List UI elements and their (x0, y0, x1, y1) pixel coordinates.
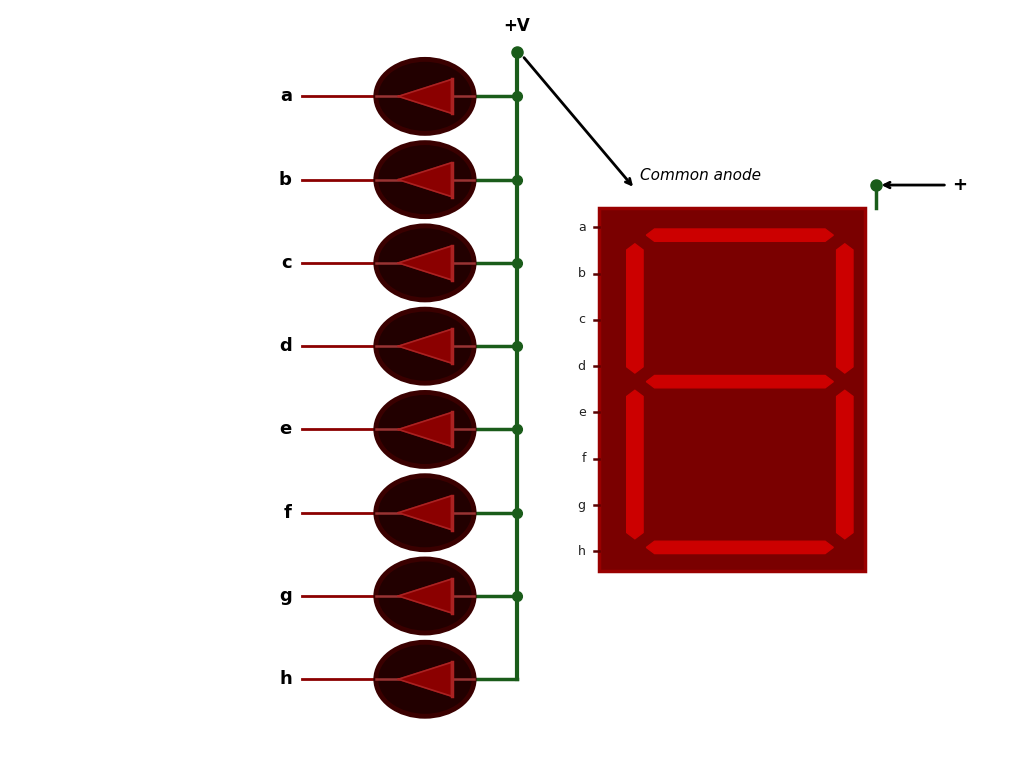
Polygon shape (398, 412, 452, 446)
Polygon shape (837, 390, 853, 539)
Text: a: a (578, 221, 586, 234)
Text: f: f (284, 503, 292, 522)
Text: g: g (578, 499, 586, 511)
Circle shape (376, 476, 474, 550)
Polygon shape (627, 390, 643, 539)
Circle shape (376, 309, 474, 383)
Polygon shape (646, 541, 834, 554)
Polygon shape (398, 329, 452, 363)
Text: e: e (578, 406, 586, 419)
Text: c: c (282, 254, 292, 272)
Polygon shape (398, 496, 452, 530)
Circle shape (376, 226, 474, 300)
Polygon shape (646, 375, 834, 388)
Polygon shape (398, 79, 452, 113)
Polygon shape (627, 244, 643, 373)
Text: +V: +V (504, 17, 530, 35)
Bar (599, 208, 865, 571)
Circle shape (376, 392, 474, 466)
Text: +: + (952, 176, 968, 194)
Polygon shape (646, 229, 834, 241)
Circle shape (376, 559, 474, 633)
Polygon shape (398, 246, 452, 280)
Text: g: g (280, 587, 292, 605)
Text: h: h (578, 545, 586, 557)
Text: c: c (579, 314, 586, 326)
Circle shape (376, 642, 474, 716)
Circle shape (376, 59, 474, 133)
Text: d: d (280, 337, 292, 355)
Text: b: b (279, 170, 292, 189)
Polygon shape (837, 244, 853, 373)
Text: h: h (280, 670, 292, 689)
Polygon shape (398, 163, 452, 197)
Text: d: d (578, 360, 586, 372)
Text: b: b (578, 268, 586, 280)
Text: e: e (280, 420, 292, 439)
Circle shape (376, 143, 474, 217)
Polygon shape (398, 662, 452, 696)
Text: f: f (582, 453, 586, 465)
Text: Common anode: Common anode (640, 168, 761, 183)
Text: a: a (280, 87, 292, 106)
Polygon shape (398, 579, 452, 613)
